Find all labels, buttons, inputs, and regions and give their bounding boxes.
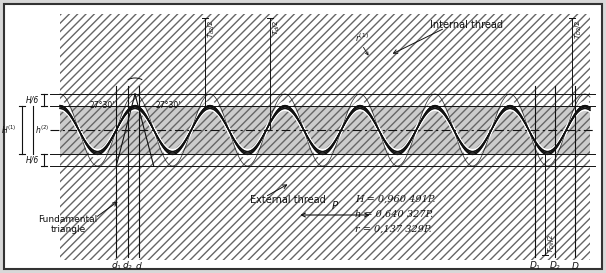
Text: $T_{d2}/2$: $T_{d2}/2$ bbox=[207, 20, 217, 38]
Text: $T_d/2$: $T_d/2$ bbox=[272, 20, 282, 35]
Text: H/6: H/6 bbox=[25, 96, 39, 105]
Text: $d$: $d$ bbox=[135, 260, 142, 271]
Text: $r^{(1)}$: $r^{(1)}$ bbox=[355, 32, 369, 44]
Text: $D$: $D$ bbox=[571, 260, 579, 271]
Text: Fundamental
triangle: Fundamental triangle bbox=[38, 215, 98, 235]
Text: $H^{(1)}$: $H^{(1)}$ bbox=[1, 124, 17, 136]
Text: $D_2$: $D_2$ bbox=[549, 260, 561, 272]
Text: 27°30': 27°30' bbox=[90, 101, 115, 110]
Text: $d_1$: $d_1$ bbox=[111, 260, 122, 272]
Text: $T_{D2}/2$: $T_{D2}/2$ bbox=[574, 20, 584, 39]
Text: P: P bbox=[332, 201, 338, 211]
Text: $T_{Dlr}/2$: $T_{Dlr}/2$ bbox=[547, 234, 557, 253]
Text: 27°30': 27°30' bbox=[155, 101, 181, 110]
Text: h = 0,640 327P.: h = 0,640 327P. bbox=[355, 210, 433, 219]
Text: H/6: H/6 bbox=[25, 156, 39, 165]
Text: $d_2$: $d_2$ bbox=[122, 260, 133, 272]
Text: $D_1$: $D_1$ bbox=[529, 260, 541, 272]
Text: Internal thread: Internal thread bbox=[430, 20, 503, 30]
Text: External thread: External thread bbox=[250, 195, 326, 205]
Text: H = 0,960 491P.: H = 0,960 491P. bbox=[355, 195, 436, 204]
Text: r = 0,137 329P.: r = 0,137 329P. bbox=[355, 225, 431, 234]
Text: $h^{(2)}$: $h^{(2)}$ bbox=[35, 124, 50, 136]
